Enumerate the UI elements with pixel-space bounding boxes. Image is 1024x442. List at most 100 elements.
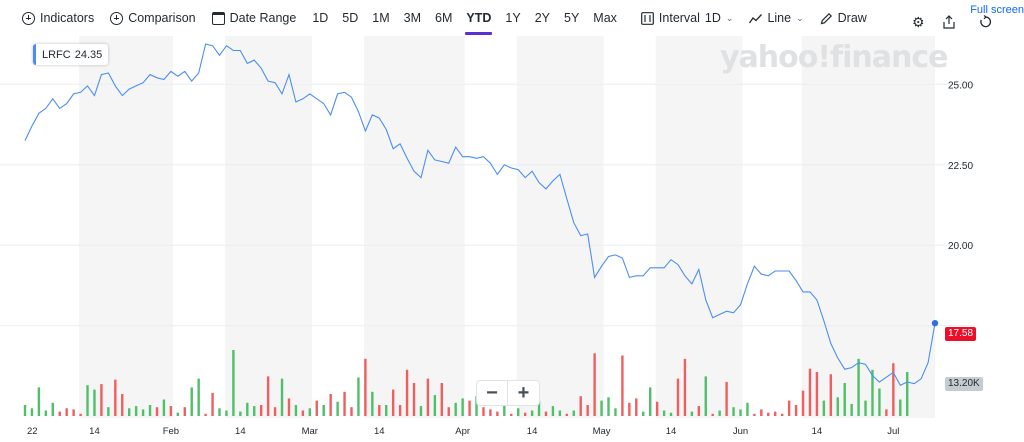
volume-bar: [517, 408, 520, 416]
volume-bar: [461, 398, 464, 416]
indicators-label: Indicators: [40, 11, 95, 25]
legend-symbol: LRFC: [42, 48, 71, 61]
volume-bar: [655, 401, 659, 416]
volume-bar: [253, 406, 256, 416]
volume-bar: [350, 407, 353, 416]
range-max[interactable]: Max: [593, 11, 617, 25]
zoom-in-button[interactable]: +: [517, 381, 530, 404]
x-tick-label: Mar: [302, 426, 318, 437]
volume-bar: [273, 407, 277, 416]
y-tick-label: 20.00: [948, 241, 973, 252]
volume-bar: [537, 400, 541, 416]
reset-icon[interactable]: [979, 15, 992, 28]
symbol-legend[interactable]: LRFC 24.35: [33, 44, 109, 65]
volume-bar: [322, 405, 325, 416]
volume-bar: [586, 405, 589, 416]
range-5d[interactable]: 5D: [342, 11, 359, 25]
draw-label: Draw: [837, 11, 867, 25]
gear-icon[interactable]: ⚙: [912, 14, 925, 30]
volume-bar: [246, 402, 249, 416]
volume-bar: [697, 406, 701, 416]
volume-bar: [218, 408, 221, 416]
month-band: [801, 36, 896, 418]
volume-bar: [447, 407, 450, 416]
volume-bar: [148, 405, 152, 416]
draw-button[interactable]: Draw: [820, 11, 867, 25]
range-3m[interactable]: 3M: [403, 11, 422, 25]
volume-bar: [551, 406, 555, 416]
volume-bar: [558, 410, 562, 416]
volume-bar: [44, 410, 48, 416]
volume-bar: [780, 413, 784, 416]
volume-bar: [635, 398, 638, 416]
month-band: [79, 36, 173, 418]
volume-bar: [385, 405, 388, 416]
volume-bar: [23, 405, 27, 416]
volume-bar: [440, 383, 443, 416]
price-chart[interactable]: 25.00 22.50 20.00 22 14 Feb 14 Mar 14 Apr 14 May 14 J…: [0, 36, 1024, 442]
volume-bar: [426, 378, 430, 416]
month-band: [225, 36, 312, 418]
range-2y[interactable]: 2Y: [534, 11, 550, 25]
volume-bar: [510, 413, 513, 416]
date-range-button[interactable]: Date Range: [211, 11, 296, 25]
volume-bar: [280, 378, 284, 416]
range-1y[interactable]: 1Y: [505, 11, 521, 25]
volume-bar: [378, 405, 381, 416]
comparison-button[interactable]: Comparison: [110, 11, 196, 25]
plus-circle-icon: [22, 11, 35, 25]
range-5y[interactable]: 5Y: [564, 11, 580, 25]
volume-bar: [100, 384, 103, 416]
zoom-out-button[interactable]: −: [477, 381, 509, 405]
x-tick-label: 22: [27, 426, 38, 437]
volume-bar: [259, 405, 263, 416]
share-icon[interactable]: [943, 15, 955, 29]
volume-bar: [843, 383, 846, 416]
x-tick-label: 14: [235, 426, 246, 437]
last-price-dot: [931, 319, 939, 327]
volume-bar: [572, 410, 575, 416]
indicators-button[interactable]: Indicators: [22, 11, 94, 25]
toolbar-right: Full screen ⚙: [904, 4, 1024, 30]
volume-bar: [725, 381, 728, 416]
volume-bar: [676, 378, 680, 416]
month-band: [882, 36, 935, 418]
volume-bar: [93, 389, 96, 416]
volume-bar: [190, 387, 193, 416]
volume-bar: [183, 407, 186, 416]
interval-dropdown[interactable]: Interval 1D ⌄: [641, 11, 733, 25]
volume-bar: [364, 358, 367, 416]
volume-bar: [669, 412, 673, 416]
volume-bar: [391, 389, 395, 416]
x-tick-label: Jun: [733, 426, 748, 437]
line-type-dropdown[interactable]: Line ⌄: [749, 11, 804, 25]
volume-bar: [530, 410, 534, 416]
volume-bar: [79, 413, 82, 416]
volume-bar: [892, 363, 895, 416]
volume-bar: [690, 411, 694, 416]
volume-bar: [628, 402, 631, 416]
volume-bar: [30, 408, 34, 416]
volume-bar: [718, 410, 721, 416]
volume-bar: [398, 405, 402, 416]
range-1d[interactable]: 1D: [312, 11, 329, 25]
volume-bar: [760, 409, 763, 416]
volume-bar: [711, 413, 714, 416]
volume-bar: [162, 399, 166, 416]
volume-bar: [899, 399, 902, 416]
volume-bar: [864, 400, 867, 416]
volume-bar: [169, 406, 173, 416]
volume-bar: [134, 406, 138, 416]
range-1m[interactable]: 1M: [372, 11, 390, 25]
volume-bar: [329, 394, 332, 416]
volume-bar: [412, 383, 416, 416]
volume-bar: [850, 403, 853, 416]
full-screen-link[interactable]: Full screen: [970, 4, 1024, 16]
pencil-icon: [820, 12, 832, 24]
range-6m[interactable]: 6M: [435, 11, 453, 25]
x-tick-label: 14: [89, 426, 100, 437]
volume-bar: [822, 400, 826, 416]
volume-bar: [204, 413, 207, 416]
range-ytd[interactable]: YTD: [465, 7, 493, 35]
volume-bar: [225, 410, 228, 416]
